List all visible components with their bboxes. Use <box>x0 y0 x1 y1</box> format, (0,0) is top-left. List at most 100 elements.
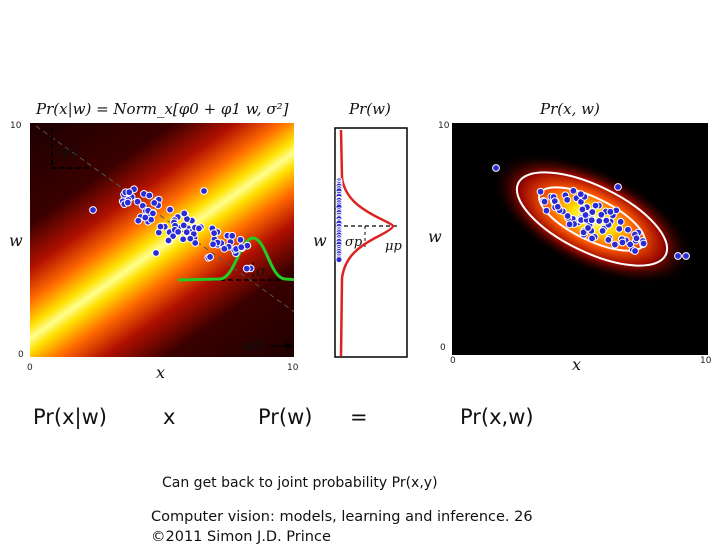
data-point <box>606 207 615 216</box>
data-point <box>588 208 597 216</box>
right-ytick-10: 10 <box>438 121 450 131</box>
footer-line-2: ©2011 Simon J.D. Prince <box>151 529 331 545</box>
data-point <box>182 228 191 237</box>
data-point <box>632 234 641 243</box>
data-point <box>682 252 690 260</box>
data-point <box>591 201 600 210</box>
data-point <box>156 222 165 231</box>
data-point <box>133 197 142 206</box>
right-data-points <box>492 164 690 260</box>
left-xlabel: x <box>156 363 165 378</box>
footer: Computer vision: models, learning and in… <box>151 507 571 547</box>
data-point <box>563 195 572 204</box>
data-point <box>210 229 218 238</box>
data-point <box>89 206 97 214</box>
mu-p-label: μp <box>385 239 402 254</box>
prior-panel: Pr(w) σp μp w <box>313 100 408 358</box>
joint-panel: Pr(x, w) 10 0 0 10 w x <box>428 100 712 374</box>
data-point <box>542 206 551 215</box>
phi1-label: φ1 <box>60 142 80 160</box>
data-point <box>164 236 173 245</box>
data-point <box>123 198 132 207</box>
equation-term-prior: Pr(w) <box>258 405 313 429</box>
middle-data-points <box>335 177 343 264</box>
data-point <box>615 224 624 233</box>
sigma-label: σ <box>256 264 266 280</box>
data-point <box>200 187 208 195</box>
equation-operator-times: x <box>163 405 176 429</box>
data-point <box>237 243 246 252</box>
data-point <box>152 249 160 257</box>
equation-operator-equals: = <box>350 405 368 429</box>
data-point <box>604 235 613 244</box>
data-point <box>150 198 159 207</box>
data-point <box>576 190 585 199</box>
data-point <box>179 235 188 244</box>
right-xtick-10: 10 <box>700 356 712 366</box>
left-panel-title: Pr(x|w) = Norm_x[φ0 + φ1 w, σ²] <box>35 100 289 118</box>
right-panel-title: Pr(x, w) <box>539 100 600 118</box>
data-point <box>553 202 562 211</box>
data-point <box>595 217 604 225</box>
right-ytick-0: 0 <box>440 343 446 353</box>
data-point <box>335 256 343 264</box>
data-point <box>597 210 606 219</box>
data-point <box>587 216 596 225</box>
joint-contour-outer <box>515 171 669 267</box>
data-point <box>639 239 648 248</box>
data-point <box>236 235 245 244</box>
right-xtick-0: 0 <box>450 356 456 366</box>
data-point <box>195 224 203 233</box>
equation-term-conditional: Pr(x|w) <box>33 405 107 429</box>
phi1-slope-marker <box>51 128 90 169</box>
right-ylabel: w <box>428 227 442 246</box>
sigma-p-label: σp <box>345 235 363 250</box>
data-point <box>180 209 189 218</box>
left-xtick-0: 0 <box>27 363 33 373</box>
data-point <box>540 197 549 206</box>
data-point <box>584 224 592 232</box>
data-point <box>141 213 150 222</box>
data-point <box>145 191 154 200</box>
footer-line-1: Computer vision: models, learning and in… <box>151 509 533 525</box>
data-point <box>674 252 682 260</box>
data-point <box>616 217 625 226</box>
data-point <box>565 220 574 229</box>
data-point <box>228 231 237 240</box>
left-xtick-10: 10 <box>287 363 299 373</box>
data-point <box>588 234 596 243</box>
data-point <box>206 253 214 261</box>
data-point <box>626 240 635 249</box>
conditional-gaussian-curve <box>177 236 294 282</box>
data-point <box>174 227 183 236</box>
left-ylabel: w <box>9 231 23 250</box>
data-point <box>191 239 200 247</box>
left-ytick-10: 10 <box>10 121 22 131</box>
data-point <box>492 164 500 172</box>
conditional-panel: Pr(x|w) = Norm_x[φ0 + φ1 w, σ²] φ1 σ φ0 … <box>9 100 299 378</box>
data-point <box>186 234 195 243</box>
data-point <box>134 216 143 225</box>
data-point <box>618 238 627 247</box>
right-xlabel: x <box>572 355 581 374</box>
data-point <box>598 226 607 235</box>
left-ytick-0: 0 <box>18 350 24 360</box>
data-point <box>578 205 587 214</box>
data-point <box>614 183 622 191</box>
phi0-label: φ0 <box>244 336 265 354</box>
prior-gaussian-curve <box>339 129 395 357</box>
data-point <box>631 247 639 255</box>
left-data-points <box>89 185 255 273</box>
caption: Can get back to joint probability Pr(x,y… <box>162 475 438 491</box>
data-point <box>125 188 134 197</box>
data-point <box>602 216 611 225</box>
middle-ylabel: w <box>313 231 327 250</box>
data-point <box>220 244 229 253</box>
data-point <box>149 209 157 218</box>
data-point <box>569 186 578 195</box>
data-point <box>242 264 251 273</box>
data-point <box>610 240 619 249</box>
data-point <box>179 221 188 230</box>
arrow-icon <box>286 342 293 350</box>
data-point <box>536 187 545 196</box>
